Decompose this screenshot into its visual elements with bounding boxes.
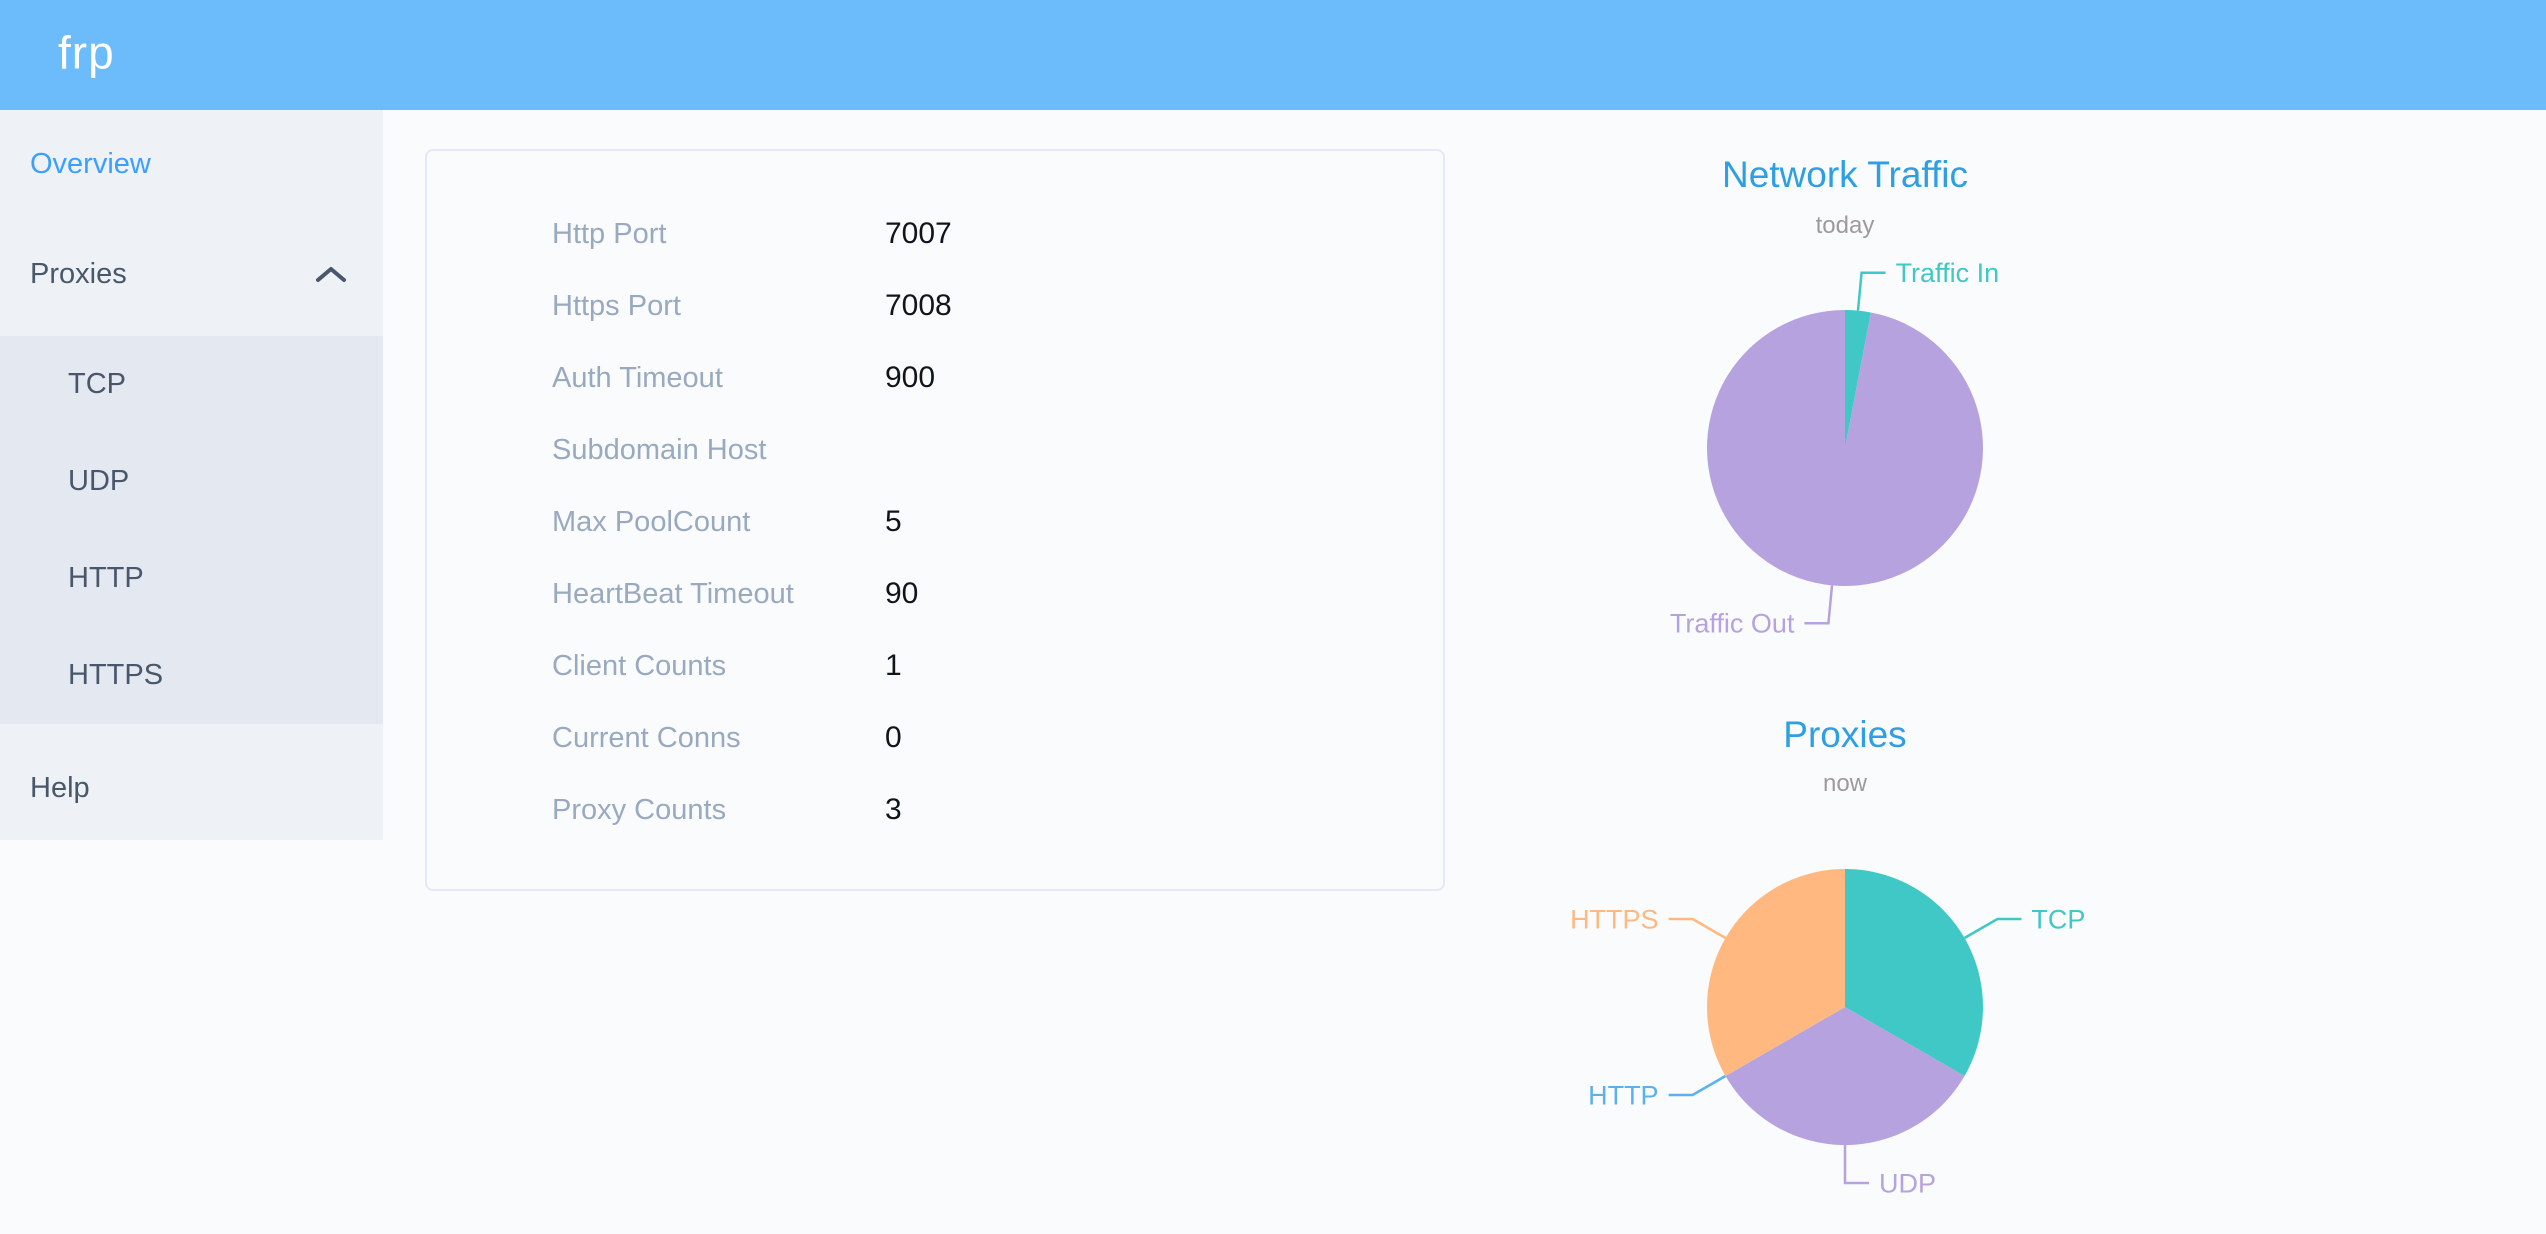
sidebar-item-help[interactable]: Help [0, 758, 383, 818]
pie-label-line-traffic-out [1804, 585, 1834, 625]
pie-slice-udp[interactable] [1725, 1007, 1965, 1145]
proxies-chart-subtitle: now [1822, 770, 1868, 797]
config-row: Subdomain Host [427, 414, 1443, 486]
config-label: Proxy Counts [552, 793, 727, 826]
config-value: 900 [885, 361, 936, 394]
pie-label-tcp: TCP [2031, 904, 2085, 934]
proxies-pie-chart: TCP UDP HTTP HTTPS [1570, 869, 2085, 1198]
config-row: Proxy Counts 3 [427, 774, 1443, 846]
chevron-up-icon [316, 267, 346, 282]
config-value: 1 [885, 649, 902, 682]
sidebar: Overview Proxies TCP UDP HTTP HTTPS Help [0, 110, 383, 840]
charts-panel: Network Traffic today Traffic In Traffic … [1535, 110, 2155, 1234]
config-row: Auth Timeout 900 [427, 342, 1443, 414]
config-row: Client Counts 1 [427, 630, 1443, 702]
pie-slice-traffic-out[interactable] [1707, 310, 1983, 586]
sidebar-item-label: Help [30, 772, 90, 804]
sidebar-item-overview[interactable]: Overview [0, 134, 383, 194]
config-row: Http Port 7007 [427, 198, 1443, 270]
config-label: Auth Timeout [552, 361, 723, 394]
config-row: Https Port 7008 [427, 270, 1443, 342]
config-value: 3 [885, 793, 902, 826]
app-logo: frp [58, 26, 115, 79]
pie-label-http: HTTP [1588, 1080, 1659, 1110]
config-value: 7007 [885, 217, 952, 250]
config-label: Subdomain Host [552, 433, 767, 466]
sidebar-item-label: Proxies [30, 258, 127, 290]
network-traffic-pie-chart: Traffic In Traffic Out [1670, 258, 2000, 639]
pie-label-line-traffic-in [1856, 271, 1886, 311]
pie-label-traffic-in: Traffic In [1896, 258, 2000, 288]
pie-label-line-tcp [1963, 917, 2022, 940]
pie-label-line-http [1668, 1074, 1727, 1097]
sidebar-item-label: Overview [30, 148, 151, 180]
pie-label-traffic-out: Traffic Out [1670, 609, 1795, 639]
pie-slice-https[interactable] [1707, 869, 1845, 1076]
config-row: Current Conns 0 [427, 702, 1443, 774]
config-value: 5 [885, 505, 902, 538]
pie-label-line-udp [1843, 1145, 1869, 1185]
config-label: HeartBeat Timeout [552, 577, 794, 610]
config-value: 7008 [885, 289, 952, 322]
pie-slice-tcp[interactable] [1845, 869, 1983, 1076]
pie-label-udp: UDP [1879, 1168, 1936, 1198]
config-label: Http Port [552, 217, 667, 250]
config-label: Max PoolCount [552, 505, 751, 538]
sidebar-item-https[interactable]: HTTPS [68, 659, 164, 691]
config-value: 90 [885, 577, 919, 610]
pie-label-line-https [1668, 917, 1727, 940]
sidebar-item-tcp[interactable]: TCP [68, 368, 126, 400]
config-value: 0 [885, 721, 902, 754]
network-traffic-title: Network Traffic [1721, 154, 1969, 195]
pie-slice-traffic-in[interactable] [1845, 310, 1871, 448]
config-label: Https Port [552, 289, 681, 322]
network-traffic-subtitle: today [1815, 212, 1875, 239]
app-header: frp [0, 0, 2546, 110]
sidebar-item-udp[interactable]: UDP [68, 465, 130, 497]
config-label: Client Counts [552, 649, 727, 682]
pie-label-https: HTTPS [1570, 904, 1659, 934]
sidebar-item-proxies[interactable]: Proxies [0, 244, 383, 304]
config-row: Max PoolCount 5 [427, 486, 1443, 558]
config-label: Current Conns [552, 721, 741, 754]
server-config-card: Http Port 7007 Https Port 7008 Auth Timeout 9… [425, 149, 1445, 891]
config-rows: Http Port 7007 Https Port 7008 Auth Timeout 9… [427, 151, 1443, 846]
sidebar-item-http[interactable]: HTTP [68, 562, 144, 594]
proxies-chart-title: Proxies [1783, 714, 1907, 755]
proxies-submenu: TCP UDP HTTP HTTPS [0, 336, 383, 724]
config-row: HeartBeat Timeout 90 [427, 558, 1443, 630]
